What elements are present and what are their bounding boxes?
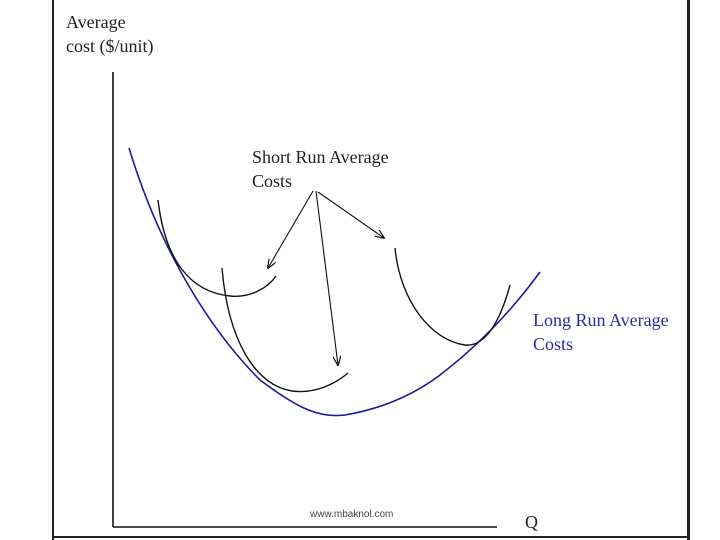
short-run-pointer-arrow-1 bbox=[268, 190, 314, 268]
short-run-pointer-arrow-2 bbox=[315, 190, 338, 365]
long-run-label-line2: Costs bbox=[533, 334, 574, 354]
short-run-label-line2: Costs bbox=[252, 171, 293, 191]
long-run-average-costs-label: Long Run Average Costs bbox=[533, 308, 669, 356]
short-run-average-costs-label: Short Run Average Costs bbox=[252, 145, 389, 193]
x-axis-title: Q bbox=[525, 512, 538, 532]
frame-left-border bbox=[52, 0, 54, 540]
short-run-pointer-arrow-3 bbox=[317, 191, 384, 238]
watermark-text: www.mbaknol.com bbox=[310, 509, 394, 520]
frame-bottom-border bbox=[52, 536, 690, 538]
short-run-average-cost-curve-1 bbox=[157, 199, 277, 297]
y-axis-title-line2: cost ($/unit) bbox=[66, 36, 154, 56]
long-run-average-cost-curve bbox=[128, 147, 541, 417]
short-run-average-cost-curve-3 bbox=[394, 247, 511, 346]
short-run-label-line1: Short Run Average bbox=[252, 147, 389, 167]
frame-right-border bbox=[687, 0, 690, 540]
y-axis-title: Average cost ($/unit) bbox=[66, 10, 154, 58]
y-axis-title-line1: Average bbox=[66, 12, 126, 32]
long-run-label-line1: Long Run Average bbox=[533, 310, 669, 330]
short-run-average-cost-curve-2 bbox=[221, 267, 349, 393]
